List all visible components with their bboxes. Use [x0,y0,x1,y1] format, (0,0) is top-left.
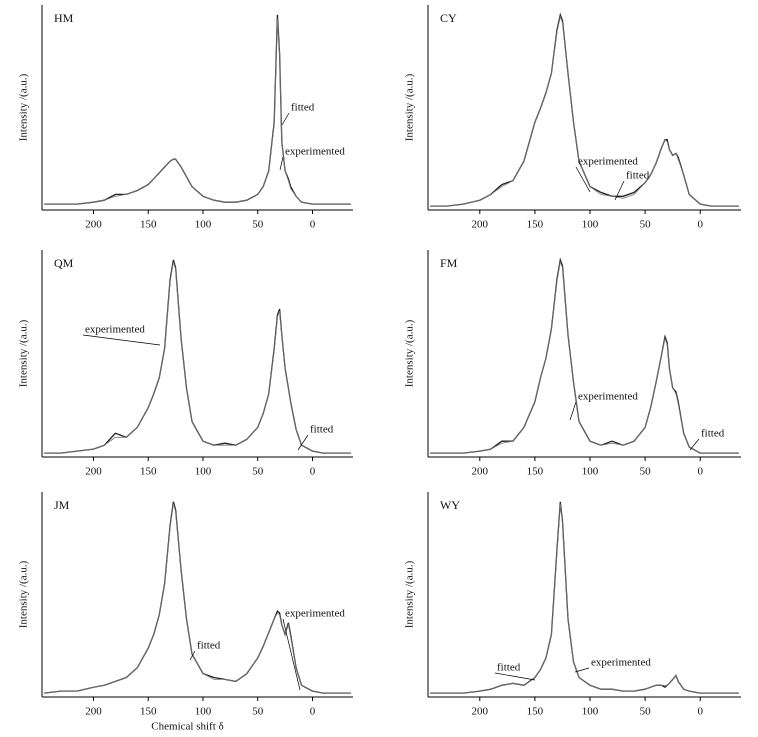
x-tick-label: 100 [582,706,599,718]
annotation-leader [689,438,700,451]
annotation: experimented [591,657,651,669]
panel: 200 150 100 50 0 QM Intensity /(a.u.) experimen… [18,250,353,478]
y-axis-label: Intensity /(a.u.) [18,73,30,141]
spectrum-line [430,12,739,207]
annotation: fitted [291,102,315,114]
x-tick-label: 50 [252,706,264,718]
annotation-leader [297,434,309,451]
spectrum-line [430,15,739,207]
spectrum-line [430,503,739,694]
annotation-leader [614,180,625,201]
annotation-leader [282,618,301,691]
y-axis-label: Intensity /(a.u.) [404,319,416,387]
x-tick-label: 100 [195,706,212,718]
x-tick-label: 50 [252,219,264,231]
annotation: fitted [497,662,521,674]
x-tick-label: 100 [195,219,212,231]
x-tick-label: 50 [252,466,264,478]
y-axis-label: Intensity /(a.u.) [404,73,416,141]
x-tick-label: 0 [697,466,703,478]
annotation: experimented [85,324,145,336]
x-tick-label: 150 [527,706,544,718]
annotation: experimented [578,391,638,403]
spectrum-line [430,260,739,454]
spectrum-line [44,18,351,205]
x-tick-label: 200 [472,706,489,718]
annotation: experimented [285,146,345,158]
panel: 200 150 100 50 0 WY Intensity /(a.u.) fitted exp… [404,492,741,718]
x-tick-label: 200 [472,466,489,478]
y-axis-label: Intensity /(a.u.) [18,560,30,628]
x-tick-label: 0 [697,706,703,718]
x-tick-label: 100 [195,466,212,478]
panel-title: CY [440,11,457,25]
annotation-leader [569,401,577,421]
annotation-leader [279,156,284,171]
y-axis-label: Intensity /(a.u.) [404,560,416,628]
panel-title: QM [54,256,74,270]
spectrum-line [430,501,739,694]
annotation-leader [575,166,591,193]
panel-title: FM [440,256,458,270]
x-tick-label: 150 [140,219,157,231]
spectrum-line [44,259,351,454]
x-tick-label: 200 [472,219,489,231]
annotation: fitted [701,428,725,440]
annotation-leader [82,334,161,346]
panel: 200 150 100 50 0 JM Intensity /(a.u.) Chemical … [18,492,353,733]
annotation-leader [574,667,590,673]
annotation-leader [281,112,290,126]
y-axis-label: Intensity /(a.u.) [18,319,30,387]
spectrum-line [44,261,351,454]
x-tick-label: 150 [140,466,157,478]
annotation: fitted [626,170,650,182]
x-tick-label: 100 [582,466,599,478]
x-axis-label: Chemical shift δ [151,721,223,733]
x-tick-label: 0 [310,706,316,718]
panel: 200 150 100 50 0 HM Intensity /(a.u.) fitted exp… [18,5,353,231]
panel: 200 150 100 50 0 CY Intensity /(a.u.) experimen… [404,5,741,231]
annotation-leader [494,672,536,681]
x-tick-label: 0 [310,466,316,478]
annotation: fitted [310,424,334,436]
annotation-leader [189,650,196,661]
panel-title: WY [440,498,460,512]
panel-title: JM [54,498,70,512]
x-tick-label: 150 [527,466,544,478]
x-tick-label: 0 [310,219,316,231]
spectrum-line [44,503,351,694]
x-tick-label: 200 [85,706,102,718]
panel: 200 150 100 50 0 FM Intensity /(a.u.) experimen… [404,250,741,478]
x-tick-label: 150 [140,706,157,718]
x-tick-label: 50 [640,706,652,718]
panel-title: HM [54,11,74,25]
x-tick-label: 200 [85,466,102,478]
x-tick-label: 0 [697,219,703,231]
x-tick-label: 50 [640,466,652,478]
x-tick-label: 50 [640,219,652,231]
spectrum-line [430,257,739,454]
x-tick-label: 150 [527,219,544,231]
x-tick-label: 100 [582,219,599,231]
annotation: experimented [285,608,345,620]
annotation: experimented [578,156,638,168]
x-tick-label: 200 [85,219,102,231]
annotation: fitted [197,640,221,652]
